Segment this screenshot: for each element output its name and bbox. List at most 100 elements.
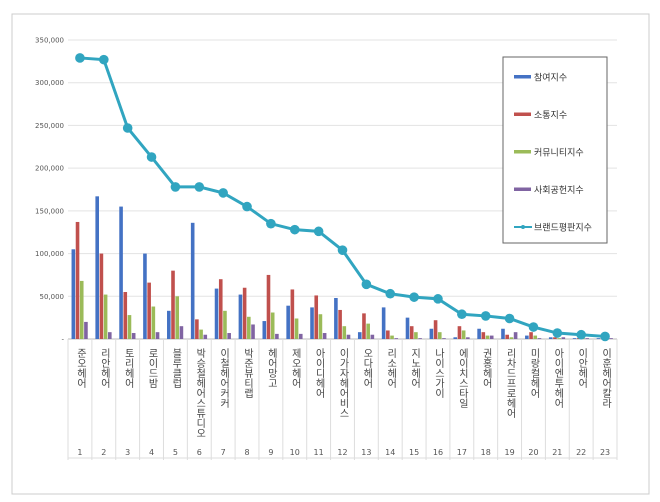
bar-1 xyxy=(429,328,434,339)
bar-4 xyxy=(203,334,208,339)
bar-1 xyxy=(548,337,553,339)
rank-label: 23 xyxy=(600,448,610,457)
line-point xyxy=(600,331,610,342)
y-tick-label: - xyxy=(61,336,64,344)
category-label: 미랑컬헤어 xyxy=(528,348,540,399)
bar-3 xyxy=(390,335,394,339)
bar-2 xyxy=(266,274,271,339)
category-label: 에이치스타일 xyxy=(456,348,468,408)
bar-2 xyxy=(362,313,366,339)
category-label: 블루클럽 xyxy=(170,348,182,388)
bar-1 xyxy=(214,288,219,339)
legend-swatch xyxy=(514,75,531,79)
rank-label: 19 xyxy=(504,448,514,457)
bar-4 xyxy=(322,333,327,339)
bar-1 xyxy=(143,253,147,339)
bar-3 xyxy=(557,338,561,339)
category-label: 권홍헤어 xyxy=(480,348,492,389)
y-tick-label: 200,000 xyxy=(35,165,64,173)
bar-3 xyxy=(199,329,203,339)
legend-label: 소통지수 xyxy=(534,110,567,121)
bar-4 xyxy=(394,338,399,339)
bar-4 xyxy=(108,332,112,339)
bar-1 xyxy=(357,332,362,339)
category-label: 리안헤어 xyxy=(98,348,110,389)
bar-2 xyxy=(338,309,342,339)
bar-2 xyxy=(553,337,557,339)
bar-3 xyxy=(366,323,370,339)
bar-2 xyxy=(218,279,223,339)
line-point xyxy=(337,245,348,255)
line-point xyxy=(313,226,324,237)
bar-1 xyxy=(453,337,458,339)
y-tick-label: 150,000 xyxy=(35,207,64,215)
bar-4 xyxy=(609,338,613,339)
legend-swatch xyxy=(514,187,531,191)
bar-4 xyxy=(227,333,231,339)
rank-label: 16 xyxy=(433,448,443,457)
bar-3 xyxy=(485,335,490,339)
rank-label: 1 xyxy=(77,448,82,457)
rank-label: 7 xyxy=(221,448,226,457)
rank-label: 20 xyxy=(528,448,538,457)
bar-4 xyxy=(370,334,375,339)
category-label: 오다헤어 xyxy=(361,348,373,389)
bar-3 xyxy=(151,306,156,339)
legend-label: 커뮤니티지수 xyxy=(534,148,584,159)
bar-2 xyxy=(147,282,151,339)
bar-3 xyxy=(533,335,538,339)
bar-4 xyxy=(346,334,351,339)
bar-3 xyxy=(414,332,418,339)
legend-label: 사회공헌지수 xyxy=(534,185,584,196)
bar-2 xyxy=(386,330,390,339)
bar-4 xyxy=(489,335,494,339)
bar-2 xyxy=(123,292,128,339)
bar-4 xyxy=(298,333,303,339)
category-label: 아이엔투헤어 xyxy=(552,348,564,409)
rank-label: 4 xyxy=(149,448,154,457)
bar-1 xyxy=(262,321,267,339)
bar-1 xyxy=(190,222,195,339)
bar-2 xyxy=(171,270,175,339)
bar-2 xyxy=(481,332,486,339)
line-point xyxy=(170,182,181,192)
category-label: 박준뷰티랩 xyxy=(242,348,254,398)
bar-1 xyxy=(286,305,290,339)
line-point xyxy=(552,328,563,338)
line-point xyxy=(576,329,586,340)
rank-label: 2 xyxy=(101,448,106,457)
category-label: 헤어망고 xyxy=(265,348,277,388)
rank-label: 22 xyxy=(576,448,586,457)
category-label: 리차드프로헤어 xyxy=(504,348,516,419)
category-label: 토리헤어 xyxy=(122,348,134,389)
bar-3 xyxy=(461,330,466,339)
rank-label: 5 xyxy=(173,448,178,457)
bar-3 xyxy=(342,326,347,339)
line-point xyxy=(504,313,515,324)
legend-label: 브랜드평판지수 xyxy=(534,223,592,234)
category-label: 이철헤어커커 xyxy=(218,348,230,409)
bar-1 xyxy=(501,328,505,339)
category-label: 지노헤어 xyxy=(409,348,421,389)
rank-label: 12 xyxy=(337,448,347,457)
bar-3 xyxy=(270,312,275,339)
bar-3 xyxy=(103,294,108,339)
bar-3 xyxy=(294,318,299,339)
rank-label: 3 xyxy=(125,448,130,457)
line-point xyxy=(361,279,372,290)
bar-2 xyxy=(195,319,199,339)
bar-1 xyxy=(238,294,243,339)
line-point xyxy=(480,311,491,321)
bar-4 xyxy=(585,338,589,339)
bar-3 xyxy=(437,332,442,339)
y-tick-label: 250,000 xyxy=(35,122,64,130)
bar-3 xyxy=(79,280,84,339)
line-point xyxy=(528,322,539,332)
line-point xyxy=(433,294,443,304)
rank-label: 11 xyxy=(314,448,324,457)
line-point xyxy=(75,53,85,63)
category-label: 박승철헤어스튜디오 xyxy=(194,348,206,438)
bar-4 xyxy=(418,338,422,339)
bar-1 xyxy=(310,307,314,339)
